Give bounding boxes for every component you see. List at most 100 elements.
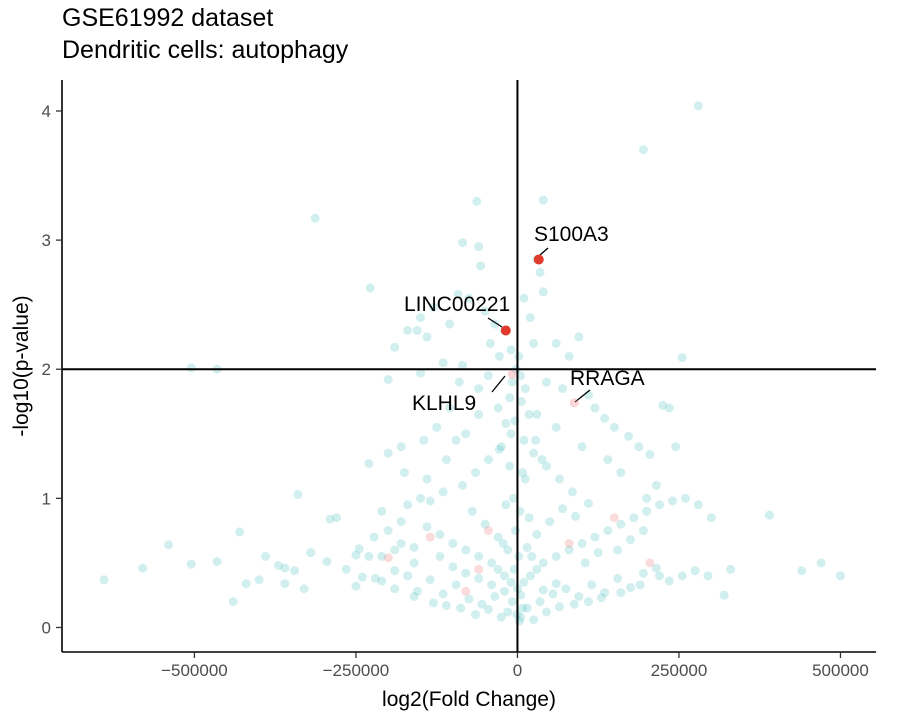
y-tick-label: 1 (42, 489, 51, 508)
data-point (639, 526, 648, 535)
data-point (366, 283, 375, 292)
data-point (532, 565, 541, 574)
data-point (364, 552, 373, 561)
faded-highlight-point (426, 533, 435, 542)
data-point (506, 429, 515, 438)
data-point (532, 530, 541, 539)
data-point (519, 294, 528, 303)
data-point (514, 352, 523, 361)
data-point (594, 548, 603, 557)
data-point (539, 586, 548, 595)
data-point (322, 557, 331, 566)
annotation-label: KLHL9 (412, 392, 476, 415)
data-point (561, 584, 570, 593)
data-point (423, 522, 432, 531)
data-point (555, 602, 564, 611)
data-point (532, 410, 541, 419)
data-point (500, 587, 509, 596)
data-point (501, 419, 510, 428)
data-point (484, 605, 493, 614)
data-point (642, 494, 651, 503)
data-point (435, 530, 444, 539)
data-point (456, 604, 465, 613)
data-point (280, 579, 289, 588)
data-point (419, 436, 428, 445)
data-point (508, 378, 517, 387)
faded-highlight-point (610, 513, 619, 522)
data-point (704, 571, 713, 580)
data-point (525, 513, 534, 522)
y-axis-title: -log10(p-value) (10, 295, 33, 436)
data-point (300, 584, 309, 593)
data-point (817, 558, 826, 567)
data-point (403, 326, 412, 335)
data-point (545, 517, 554, 526)
axes (62, 80, 876, 652)
data-point (665, 576, 674, 585)
data-point (364, 459, 373, 468)
data-point (531, 436, 540, 445)
data-point (426, 575, 435, 584)
reference-lines (62, 80, 876, 652)
data-point (574, 592, 583, 601)
x-tick-label: −500000 (161, 661, 228, 680)
data-point (536, 268, 545, 277)
data-point (505, 393, 514, 402)
data-point (542, 378, 551, 387)
data-point (552, 579, 561, 588)
faded-highlight-point (645, 558, 654, 567)
data-point (652, 481, 661, 490)
data-point (293, 490, 302, 499)
data-point (390, 545, 399, 554)
data-point (490, 592, 499, 601)
data-point (552, 423, 561, 432)
data-point (797, 566, 806, 575)
data-point (413, 326, 422, 335)
faded-highlight-point (384, 553, 393, 562)
data-point (484, 371, 493, 380)
data-point (521, 474, 530, 483)
highlighted-point (570, 398, 579, 407)
data-point (416, 494, 425, 503)
data-point (290, 566, 299, 575)
data-point (536, 597, 545, 606)
data-point (565, 352, 574, 361)
data-point (525, 410, 534, 419)
data-point (636, 580, 645, 589)
data-point (255, 575, 264, 584)
x-axis-ticks: −500000−2500000250000500000 (161, 652, 869, 680)
data-point (442, 455, 451, 464)
highlighted-point (508, 370, 517, 379)
data-point (629, 513, 638, 522)
data-point (476, 261, 485, 270)
data-point (500, 571, 509, 580)
data-point (448, 539, 457, 548)
data-point (435, 552, 444, 561)
data-point (403, 571, 412, 580)
data-point (529, 339, 538, 348)
data-point (671, 442, 680, 451)
data-point (639, 569, 648, 578)
data-point (668, 496, 677, 505)
data-point (505, 462, 514, 471)
data-point (542, 607, 551, 616)
data-point (597, 593, 606, 602)
data-point (235, 527, 244, 536)
data-point (471, 468, 480, 477)
data-point (487, 558, 496, 567)
data-point (432, 423, 441, 432)
data-point (397, 539, 406, 548)
faded-highlight-point (474, 565, 483, 574)
data-point (280, 564, 289, 573)
data-point (581, 558, 590, 567)
data-point (426, 496, 435, 505)
data-point (508, 597, 517, 606)
data-point (429, 598, 438, 607)
data-point (486, 339, 495, 348)
data-point (423, 332, 432, 341)
data-point (213, 557, 222, 566)
data-point (164, 540, 173, 549)
data-point (187, 363, 196, 372)
data-point (523, 543, 532, 552)
